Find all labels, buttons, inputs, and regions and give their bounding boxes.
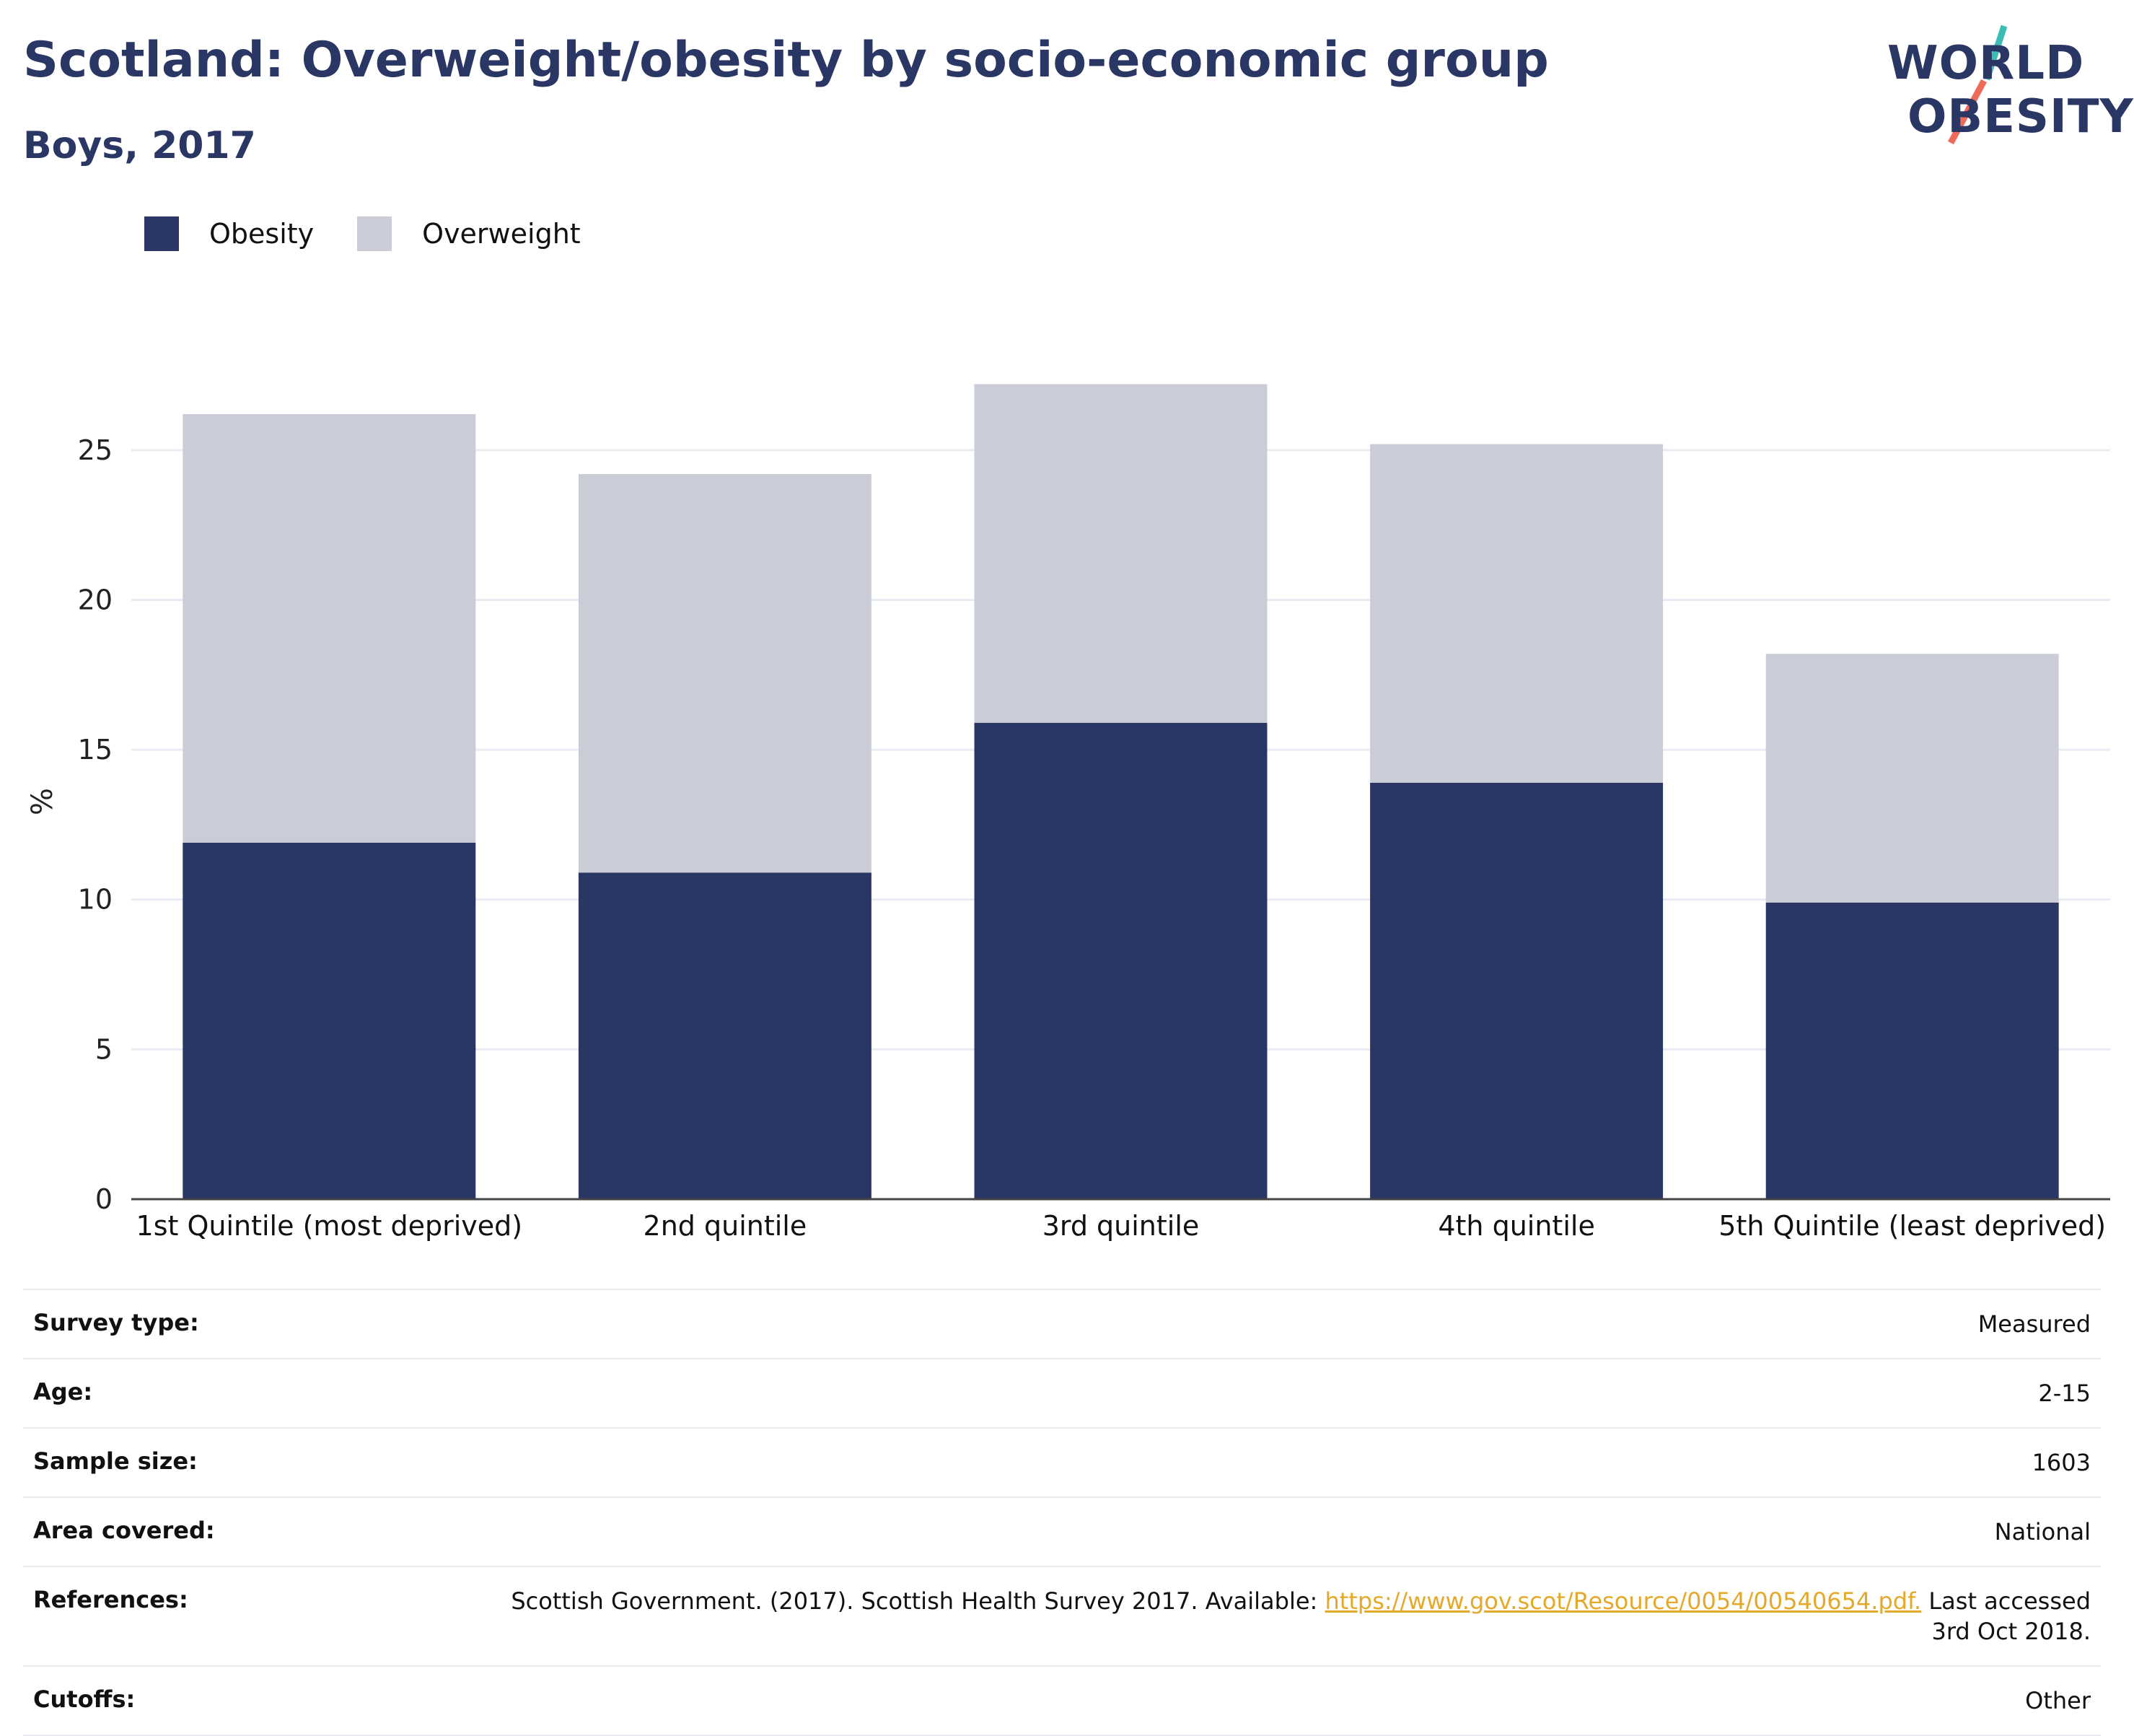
info-row-sample-size: Sample size: 1603 bbox=[23, 1427, 2101, 1497]
stacked-bar-chart: 0 5 10 15 20 25% 1st Quintile (most deprived) 2… bbox=[26, 384, 2110, 1242]
info-label: Survey type: bbox=[23, 1289, 476, 1359]
info-value-references: Scottish Government. (2017). Scottish He… bbox=[476, 1566, 2101, 1666]
bar-overweight-3 bbox=[974, 384, 1268, 723]
info-row-cutoffs: Cutoffs: Other bbox=[23, 1665, 2101, 1736]
bar-obesity-4 bbox=[1370, 782, 1664, 1199]
info-label: References: bbox=[23, 1566, 476, 1666]
bar-obesity-1 bbox=[183, 842, 476, 1199]
x-tick-label: 3rd quintile bbox=[1042, 1210, 1200, 1242]
chart-legend: Obesity Overweight bbox=[144, 214, 624, 254]
info-row-age: Age: 2-15 bbox=[23, 1358, 2101, 1428]
bar-overweight-2 bbox=[578, 474, 871, 873]
info-value: 2-15 bbox=[476, 1358, 2101, 1428]
y-tick-label: 25 bbox=[78, 434, 113, 466]
x-tick-label: 1st Quintile (most deprived) bbox=[136, 1210, 523, 1242]
y-tick-label: 10 bbox=[78, 884, 113, 916]
info-value: 1603 bbox=[476, 1427, 2101, 1497]
bar-obesity-5 bbox=[1765, 902, 2059, 1199]
info-row-area-covered: Area covered: National bbox=[23, 1496, 2101, 1566]
info-value: Other bbox=[476, 1665, 2101, 1736]
reference-link[interactable]: https://www.gov.scot/Resource/0054/00540… bbox=[1325, 1587, 1922, 1615]
y-tick-label: 0 bbox=[95, 1183, 113, 1215]
bar-obesity-2 bbox=[578, 872, 871, 1199]
x-tick-label: 4th quintile bbox=[1438, 1210, 1594, 1242]
legend-swatch-overweight bbox=[357, 216, 392, 251]
info-value: National bbox=[476, 1496, 2101, 1566]
x-tick-label: 2nd quintile bbox=[644, 1210, 807, 1242]
bar-overweight-4 bbox=[1370, 444, 1664, 783]
logo-word-obesity: OBESITY bbox=[1907, 90, 2134, 144]
y-tick-label: 15 bbox=[78, 734, 113, 766]
world-obesity-logo: WORLD OBESITY bbox=[1879, 22, 2133, 152]
logo-word-world: WORLD bbox=[1887, 37, 2085, 90]
legend-item-overweight: Overweight bbox=[357, 216, 581, 251]
survey-info-table: Survey type: Measured Age: 2-15 Sample s… bbox=[23, 1289, 2101, 1736]
logo-slash-icon bbox=[1948, 25, 2008, 145]
y-tick-label: 20 bbox=[78, 584, 113, 615]
legend-label-obesity: Obesity bbox=[209, 218, 315, 250]
bar-obesity-3 bbox=[974, 722, 1268, 1199]
y-axis-label: % bbox=[26, 788, 59, 815]
legend-item-obesity: Obesity bbox=[144, 216, 314, 251]
page-title: Scotland: Overweight/obesity by socio-ec… bbox=[23, 32, 1549, 89]
info-label: Area covered: bbox=[23, 1496, 476, 1566]
reference-text: Scottish Government. (2017). Scottish He… bbox=[511, 1587, 1325, 1615]
info-row-references: References: Scottish Government. (2017).… bbox=[23, 1566, 2101, 1666]
bar-overweight-1 bbox=[183, 413, 476, 843]
legend-label-overweight: Overweight bbox=[422, 218, 581, 250]
reference-text-tail: Last accessed 3rd Oct 2018. bbox=[1921, 1587, 2091, 1645]
info-label: Cutoffs: bbox=[23, 1665, 476, 1736]
y-tick-label: 5 bbox=[95, 1033, 113, 1065]
info-row-survey-type: Survey type: Measured bbox=[23, 1289, 2101, 1359]
info-value: Measured bbox=[476, 1289, 2101, 1359]
info-label: Age: bbox=[23, 1358, 476, 1428]
bar-overweight-5 bbox=[1765, 654, 2059, 903]
x-tick-label: 5th Quintile (least deprived) bbox=[1718, 1210, 2106, 1242]
legend-swatch-obesity bbox=[144, 216, 179, 251]
page-subtitle: Boys, 2017 bbox=[23, 124, 256, 167]
info-label: Sample size: bbox=[23, 1427, 476, 1497]
